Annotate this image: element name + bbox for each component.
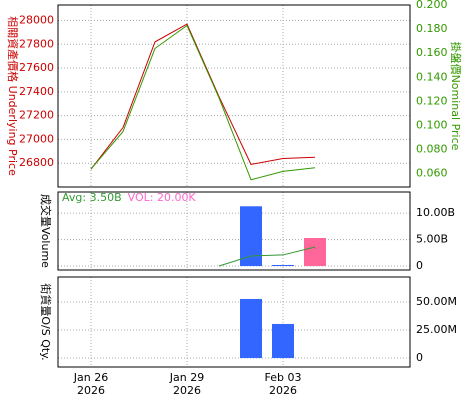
bar (272, 323, 294, 359)
y-tick-label: 28000 (19, 13, 54, 26)
y2-tick-label: 0.060 (416, 167, 448, 180)
y-tick-label: 27000 (19, 132, 54, 145)
y-axis-title: 街貨量O/S Qty. (39, 283, 53, 360)
bar (240, 206, 262, 267)
y-axis-title: 相關資產價格 Underlying Price (6, 16, 20, 176)
y-tick-label: 50.00M (416, 295, 457, 308)
bar (240, 298, 262, 359)
x-tick-label: Jan 26 2026 (73, 371, 109, 397)
y2-tick-label: 0.180 (416, 22, 448, 35)
price-line (90, 24, 316, 181)
y-tick-label: 27800 (19, 37, 54, 50)
annotation: VOL: 20.00K (128, 191, 197, 204)
plot-frame (57, 276, 411, 368)
y2-tick-label: 0.140 (416, 70, 448, 83)
y-tick-label: 0 (416, 259, 423, 272)
y-tick-label: 10.00B (416, 206, 455, 219)
y-tick-label: 27200 (19, 109, 54, 122)
y-axis-title: 成交量Volume (39, 194, 53, 268)
y-tick-label: 25.00M (416, 323, 457, 336)
y-tick-label: 5.00B (416, 233, 448, 246)
y2-tick-label: 0.120 (416, 94, 448, 107)
y-tick-label: 27600 (19, 61, 54, 74)
annotation: Avg: 3.50B (62, 191, 122, 204)
plot-frame (57, 4, 411, 188)
y-tick-label: 0 (416, 351, 423, 364)
y2-tick-label: 0.100 (416, 119, 448, 132)
x-tick-label: Jan 29 2026 (169, 371, 205, 397)
plot-frame (57, 191, 411, 271)
bar (272, 264, 294, 267)
y2-tick-label: 0.160 (416, 46, 448, 59)
price-line (90, 23, 316, 170)
y2-tick-label: 0.080 (416, 143, 448, 156)
y-tick-label: 26800 (19, 156, 54, 169)
average-line (218, 246, 316, 267)
bar (304, 238, 326, 267)
y2-axis-title: 掛盤價Nominal Price (449, 42, 463, 151)
x-tick-label: Feb 03 2026 (264, 371, 302, 397)
y-tick-label: 27400 (19, 85, 54, 98)
y2-tick-label: 0.200 (416, 0, 448, 11)
